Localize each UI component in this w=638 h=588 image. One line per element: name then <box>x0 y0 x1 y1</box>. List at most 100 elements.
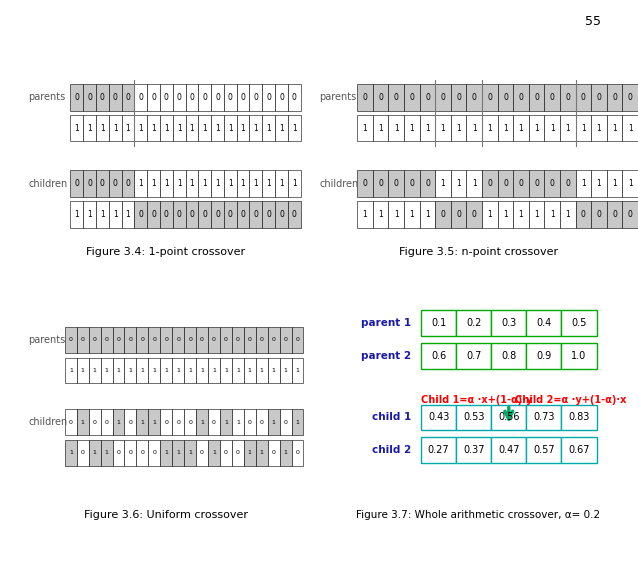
Bar <box>109 201 122 228</box>
Text: 0: 0 <box>487 179 493 188</box>
Text: 1: 1 <box>215 123 220 132</box>
Text: 0: 0 <box>378 179 383 188</box>
Bar <box>389 115 404 142</box>
Bar <box>186 115 198 142</box>
Text: 0: 0 <box>550 179 554 188</box>
Text: 0: 0 <box>472 93 477 102</box>
Bar <box>357 115 373 142</box>
Bar <box>249 201 262 228</box>
Bar <box>186 83 198 111</box>
Text: 0: 0 <box>117 450 121 455</box>
Text: 0: 0 <box>200 338 204 342</box>
Bar <box>220 409 232 435</box>
Text: 0: 0 <box>138 93 143 102</box>
Bar <box>456 437 491 463</box>
Text: child 1: child 1 <box>372 412 412 423</box>
Text: 0: 0 <box>279 210 284 219</box>
Bar <box>249 115 262 142</box>
Text: 0: 0 <box>165 420 168 425</box>
Bar <box>249 83 262 111</box>
Bar <box>292 409 304 435</box>
Text: 1: 1 <box>69 450 73 455</box>
Text: 1: 1 <box>224 420 228 425</box>
Bar <box>575 83 591 111</box>
Text: 1: 1 <box>487 210 493 219</box>
Text: 0: 0 <box>292 210 297 219</box>
Bar <box>420 83 435 111</box>
Bar <box>575 201 591 228</box>
Bar <box>96 115 109 142</box>
Bar <box>96 201 109 228</box>
Bar <box>279 440 292 466</box>
Text: 1: 1 <box>164 179 168 188</box>
Text: 1: 1 <box>534 210 539 219</box>
Bar <box>249 171 262 197</box>
Text: 0: 0 <box>565 179 570 188</box>
Text: 1: 1 <box>152 368 156 373</box>
Text: 1: 1 <box>236 368 240 373</box>
Bar <box>83 115 96 142</box>
Text: 0: 0 <box>188 420 192 425</box>
Bar <box>198 171 211 197</box>
Text: 0: 0 <box>295 450 299 455</box>
Text: 0.83: 0.83 <box>568 412 590 423</box>
Bar <box>498 201 513 228</box>
Text: 0: 0 <box>93 338 96 342</box>
Bar <box>404 171 420 197</box>
Bar <box>420 115 435 142</box>
Bar <box>184 327 196 353</box>
Bar <box>435 171 451 197</box>
Bar <box>526 405 561 430</box>
Bar <box>224 115 237 142</box>
Bar <box>491 310 526 336</box>
Text: 1: 1 <box>456 179 461 188</box>
Bar <box>160 201 173 228</box>
Bar <box>256 440 268 466</box>
Text: 1: 1 <box>581 179 586 188</box>
Text: 1: 1 <box>202 179 207 188</box>
Bar <box>124 409 137 435</box>
Bar <box>607 115 623 142</box>
Text: 0.4: 0.4 <box>537 318 551 329</box>
Text: 1: 1 <box>266 123 271 132</box>
Bar <box>456 405 491 430</box>
Text: 1: 1 <box>628 179 633 188</box>
Bar <box>491 343 526 369</box>
Text: 1: 1 <box>272 368 276 373</box>
Text: Figure 3.5: n-point crossover: Figure 3.5: n-point crossover <box>399 246 558 256</box>
Bar <box>160 115 173 142</box>
Bar <box>184 358 196 383</box>
Text: 1: 1 <box>87 210 92 219</box>
Bar <box>288 115 300 142</box>
Text: 0: 0 <box>266 210 271 219</box>
Text: 1: 1 <box>105 368 108 373</box>
Text: 0: 0 <box>241 210 246 219</box>
Bar <box>237 171 249 197</box>
Text: 1: 1 <box>126 210 130 219</box>
Text: 1: 1 <box>176 368 180 373</box>
Bar <box>89 409 101 435</box>
Bar <box>172 409 184 435</box>
Bar <box>232 358 244 383</box>
Text: 1: 1 <box>597 179 602 188</box>
Bar <box>529 171 544 197</box>
Text: 0: 0 <box>534 179 539 188</box>
Bar <box>526 437 561 463</box>
Text: 0: 0 <box>550 93 554 102</box>
Bar <box>112 409 124 435</box>
Text: 0: 0 <box>612 93 617 102</box>
Bar <box>89 358 101 383</box>
Text: 1: 1 <box>378 123 383 132</box>
Text: 0: 0 <box>93 420 96 425</box>
Bar <box>421 343 456 369</box>
Bar <box>357 201 373 228</box>
Bar <box>451 83 466 111</box>
Text: 1: 1 <box>69 368 73 373</box>
Text: 1: 1 <box>472 123 477 132</box>
Bar <box>208 358 220 383</box>
Text: 1: 1 <box>215 179 220 188</box>
Bar <box>373 171 389 197</box>
Bar <box>77 327 89 353</box>
Text: children: children <box>28 417 68 427</box>
Bar <box>208 409 220 435</box>
